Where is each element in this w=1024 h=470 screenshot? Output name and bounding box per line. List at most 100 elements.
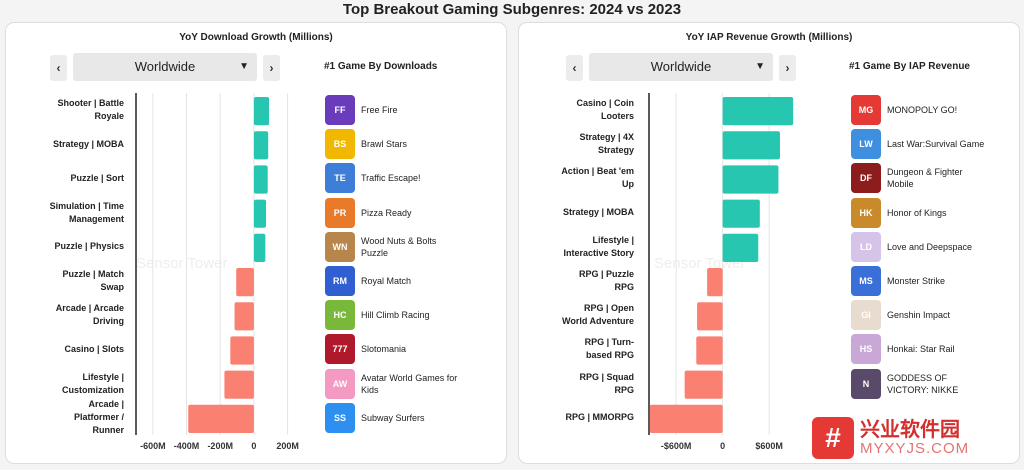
chevron-down-icon: ▼ bbox=[755, 61, 765, 72]
top-game-item[interactable]: LD Love and Deepspace bbox=[851, 231, 987, 262]
category-label: Strategy | 4X Strategy bbox=[579, 132, 634, 156]
top-game-item[interactable]: SS Subway Surfers bbox=[325, 402, 461, 433]
site-logo: # 兴业软件园 MYXYJS.COM bbox=[812, 412, 1018, 464]
game-app-icon: LW bbox=[851, 129, 881, 160]
top-game-item[interactable]: FF Free Fire bbox=[325, 95, 461, 126]
game-app-icon: WN bbox=[325, 231, 355, 262]
game-name: Pizza Ready bbox=[361, 207, 412, 218]
region-select[interactable]: Worldwide ▼ bbox=[73, 53, 257, 81]
game-app-icon: N bbox=[851, 368, 881, 399]
game-name: Hill Climb Racing bbox=[361, 310, 430, 321]
page-title: Top Breakout Gaming Subgenres: 2024 vs 2… bbox=[342, 1, 682, 18]
next-region-button[interactable]: › bbox=[263, 55, 280, 81]
bar[interactable] bbox=[236, 268, 254, 297]
next-region-button[interactable]: › bbox=[779, 55, 796, 81]
game-app-icon: HK bbox=[851, 197, 881, 228]
top-game-item[interactable]: MG MONOPOLY GO! bbox=[851, 95, 987, 126]
game-name: Dungeon & Fighter Mobile bbox=[887, 167, 963, 190]
game-name: Subway Surfers bbox=[361, 412, 425, 423]
top-game-item[interactable]: DF Dungeon & Fighter Mobile bbox=[851, 163, 987, 194]
game-name: Free Fire bbox=[361, 105, 398, 116]
bar[interactable] bbox=[188, 404, 254, 433]
top-game-item[interactable]: GI Genshin Impact bbox=[851, 300, 987, 331]
category-label: RPG | Turn-based RPG bbox=[584, 337, 634, 361]
bar[interactable] bbox=[253, 199, 267, 228]
game-app-icon: TE bbox=[325, 163, 355, 194]
game-app-icon: PR bbox=[325, 197, 355, 228]
bar[interactable] bbox=[722, 233, 759, 262]
logo-mark-icon: # bbox=[812, 417, 854, 459]
game-name: Monster Strike bbox=[887, 276, 946, 287]
top-game-item[interactable]: LW Last War:Survival Game bbox=[851, 129, 987, 160]
bar[interactable] bbox=[707, 268, 723, 297]
bar[interactable] bbox=[234, 302, 254, 331]
category-label: Strategy | MOBA bbox=[52, 138, 124, 149]
game-app-icon: 777 bbox=[325, 334, 355, 365]
revenue-panel: YoY IAP Revenue Growth (Millions) ‹ Worl… bbox=[518, 22, 1020, 464]
top-game-item[interactable]: 777 Slotomania bbox=[325, 334, 461, 365]
top-game-header: #1 Game By IAP Revenue bbox=[849, 61, 970, 72]
bar[interactable] bbox=[224, 370, 254, 399]
category-label: Strategy | MOBA bbox=[562, 207, 634, 218]
game-app-icon: FF bbox=[325, 95, 355, 126]
top-game-item[interactable]: MS Monster Strike bbox=[851, 266, 987, 297]
game-name: Honor of Kings bbox=[887, 207, 947, 218]
game-app-icon: GI bbox=[851, 300, 881, 331]
bar[interactable] bbox=[649, 404, 723, 433]
x-tick-label: $600M bbox=[755, 441, 783, 451]
bar[interactable] bbox=[722, 131, 780, 160]
prev-region-button[interactable]: ‹ bbox=[566, 55, 583, 81]
prev-region-button[interactable]: ‹ bbox=[50, 55, 67, 81]
category-label: Casino | Slots bbox=[64, 343, 124, 354]
top-game-item[interactable]: PR Pizza Ready bbox=[325, 197, 461, 228]
game-app-icon: AW bbox=[325, 368, 355, 399]
top-game-item[interactable]: HC Hill Climb Racing bbox=[325, 300, 461, 331]
category-label: RPG | Squad RPG bbox=[579, 371, 634, 395]
game-app-icon: MG bbox=[851, 95, 881, 126]
bar[interactable] bbox=[697, 302, 723, 331]
bar[interactable] bbox=[253, 165, 268, 194]
game-name: Last War:Survival Game bbox=[887, 139, 985, 150]
x-tick-label: 0 bbox=[720, 441, 725, 451]
top-game-item[interactable]: HK Honor of Kings bbox=[851, 197, 987, 228]
bar[interactable] bbox=[722, 199, 760, 228]
top-game-item[interactable]: WN Wood Nuts & Bolts Puzzle bbox=[325, 231, 461, 262]
bar[interactable] bbox=[230, 336, 254, 365]
x-tick-label: -$600M bbox=[661, 441, 692, 451]
region-value: Worldwide bbox=[650, 59, 712, 74]
category-label: Lifestyle | Customization bbox=[62, 371, 124, 395]
bar[interactable] bbox=[722, 165, 779, 194]
bar[interactable] bbox=[696, 336, 723, 365]
top-game-header: #1 Game By Downloads bbox=[324, 61, 438, 72]
top-game-item[interactable]: BS Brawl Stars bbox=[325, 129, 461, 160]
top-game-item[interactable]: HS Honkai: Star Rail bbox=[851, 334, 987, 365]
downloads-chart: -600M -400M -200M 0 200M bbox=[135, 93, 299, 451]
game-app-icon: MS bbox=[851, 266, 881, 297]
category-label: Puzzle | Match Swap bbox=[62, 269, 124, 293]
top-game-item[interactable]: TE Traffic Escape! bbox=[325, 163, 461, 194]
x-tick-label: -200M bbox=[207, 441, 233, 451]
game-name: Love and Deepspace bbox=[887, 241, 973, 252]
bar[interactable] bbox=[722, 97, 794, 126]
x-tick-label: 200M bbox=[276, 441, 299, 451]
top-game-item[interactable]: AW Avatar World Games for Kids bbox=[325, 368, 461, 399]
category-label: Lifestyle | Interactive Story bbox=[563, 234, 634, 258]
bar[interactable] bbox=[253, 233, 266, 262]
logo-url: MYXYJS.COM bbox=[860, 440, 970, 457]
logo-name: 兴业软件园 bbox=[860, 419, 960, 441]
game-name: Avatar World Games for Kids bbox=[361, 372, 458, 395]
bar[interactable] bbox=[253, 97, 270, 126]
x-tick-label: -600M bbox=[140, 441, 166, 451]
category-label: RPG | Puzzle RPG bbox=[578, 269, 634, 293]
game-name: Wood Nuts & Bolts Puzzle bbox=[361, 235, 437, 258]
top-game-item[interactable]: N GODDESS OF VICTORY: NIKKE bbox=[851, 368, 987, 399]
top-game-item[interactable]: RM Royal Match bbox=[325, 266, 461, 297]
game-name: Royal Match bbox=[361, 276, 412, 287]
category-label: Arcade | Arcade Driving bbox=[55, 303, 124, 327]
bar[interactable] bbox=[684, 370, 723, 399]
category-label: RPG | MMORPG bbox=[565, 412, 634, 423]
bar[interactable] bbox=[253, 131, 269, 160]
game-app-icon: LD bbox=[851, 231, 881, 262]
region-select[interactable]: Worldwide ▼ bbox=[589, 53, 773, 81]
category-label: Puzzle | Sort bbox=[70, 172, 124, 183]
